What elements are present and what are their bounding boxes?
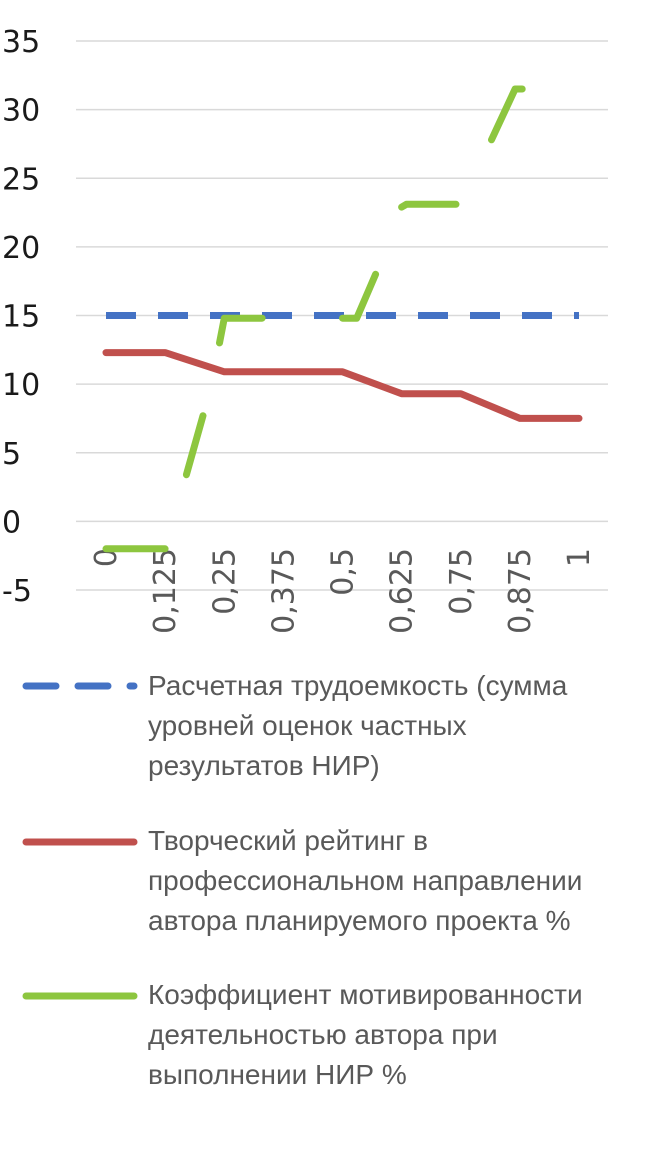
legend-swatch-solid-green	[22, 992, 138, 1000]
legend-label: Расчетная трудоемкость (сумма уровней оц…	[148, 670, 568, 781]
series-segment-2	[339, 270, 380, 322]
line-chart: 35 30 25 20 15 10 5 0 -5 0 0,125 0,25 0,375 0,5 0,625…	[2, 25, 608, 634]
series-segment-2	[182, 412, 207, 479]
series-segment-2	[488, 85, 526, 144]
y-tick-label: 30	[2, 94, 40, 129]
legend-swatch-solid-red	[22, 838, 138, 846]
x-tick-label: 0,375	[266, 548, 301, 634]
legend-swatch-dashed-blue	[22, 682, 138, 690]
x-tick-label: 0	[89, 548, 124, 567]
x-tick-label: 0,75	[444, 548, 479, 615]
x-tick-label: 0,5	[326, 548, 361, 596]
legend-label: Творческий рейтинг в профессиональном на…	[148, 825, 583, 936]
y-tick-label: 25	[2, 162, 40, 197]
y-axis-ticks: 35 30 25 20 15 10 5 0 -5	[2, 25, 40, 609]
y-tick-label: 10	[2, 368, 40, 403]
y-tick-label: 0	[2, 505, 21, 540]
series-lines	[102, 85, 583, 553]
x-tick-label: 0,125	[148, 548, 183, 634]
series-segment-2	[398, 200, 460, 211]
y-tick-label: 15	[2, 300, 40, 335]
y-tick-label: 5	[2, 437, 21, 472]
x-axis-ticks: 0 0,125 0,25 0,375 0,5 0,625 0,75 0,875 1	[89, 548, 597, 634]
x-tick-label: 0,625	[385, 548, 420, 634]
x-tick-label: 0,25	[207, 548, 242, 615]
x-tick-label: 1	[562, 548, 597, 567]
y-tick-label: 35	[2, 25, 40, 60]
series-segment-2	[216, 314, 266, 347]
legend-label: Коэффициент мотивированности деятельност…	[148, 979, 583, 1090]
series-line-1	[102, 349, 583, 422]
y-tick-label: 20	[2, 231, 40, 266]
x-tick-label: 0,875	[503, 548, 538, 634]
y-tick-label: -5	[2, 574, 32, 609]
